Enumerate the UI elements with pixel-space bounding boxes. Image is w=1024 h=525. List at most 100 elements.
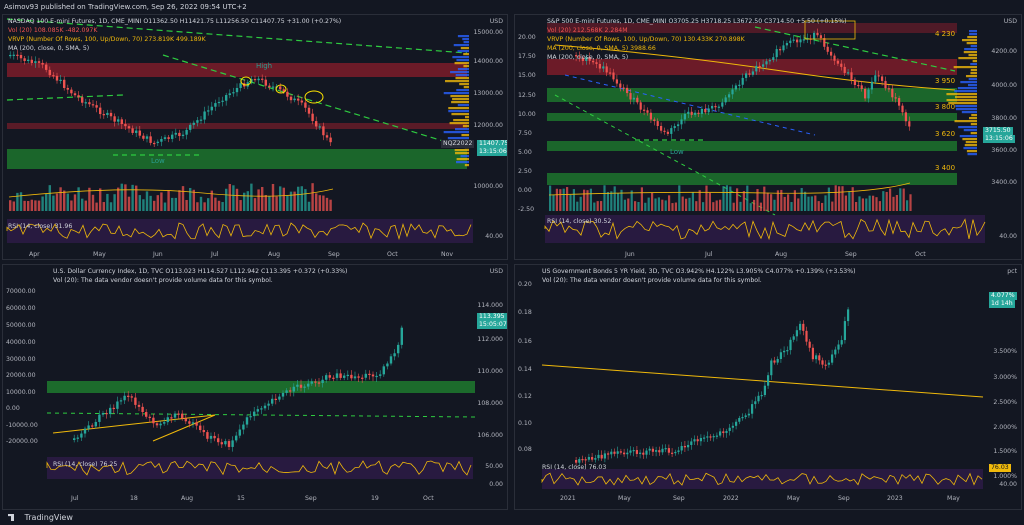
nasdaq-volume-bar — [185, 199, 188, 211]
left-tick: 7.50 — [518, 130, 532, 137]
sp500-volume-bar — [705, 185, 708, 211]
sp500-volume-bar — [637, 201, 640, 211]
nasdaq-volume-bar — [59, 187, 62, 211]
nasdaq-volume-bar — [149, 195, 152, 211]
nasdaq-candle — [286, 91, 289, 97]
sp500-ma2-line: MA (200, close, 0, SMA, 5) — [547, 54, 629, 61]
us05y-candle — [651, 448, 654, 452]
nasdaq-volume-bar — [145, 191, 149, 211]
nasdaq-candle — [120, 119, 123, 125]
nasdaq-candle — [23, 58, 26, 62]
sp500-candle — [670, 128, 673, 134]
sp500-candle — [724, 97, 727, 103]
sp500-volume-profile-bar — [954, 90, 977, 93]
sp500-candle — [711, 105, 714, 109]
time-tick: Aug — [268, 251, 281, 258]
nasdaq-candle — [289, 96, 293, 101]
dxy-candle — [191, 422, 195, 424]
tradingview-footer: TradingView — [0, 510, 1024, 525]
sp500-candle — [728, 94, 731, 98]
dxy-candle — [199, 425, 202, 431]
nasdaq-volume-bar — [171, 197, 174, 211]
nasdaq-price-axis[interactable]: USD 15000.00 14000.00 13000.00 12000.00 … — [467, 15, 507, 259]
nasdaq-volume-profile-bar — [464, 164, 469, 167]
nasdaq-candle — [66, 87, 69, 90]
nasdaq-chart-canvas[interactable] — [3, 15, 508, 260]
chart-panel-sp500[interactable]: S&P 500 E-mini Futures, 1D, CME_MINI O37… — [514, 14, 1022, 260]
us05y-candle — [613, 451, 616, 454]
us05y-chart-canvas[interactable] — [515, 265, 1022, 510]
level-3620: 3 620 — [935, 130, 956, 138]
sp500-volume-bar — [620, 189, 623, 211]
nasdaq-volume-bar — [174, 197, 177, 211]
us05y-candle — [770, 360, 773, 376]
time-tick: 2021 — [560, 495, 576, 502]
sp500-candle — [704, 108, 707, 113]
chart-panel-nasdaq[interactable]: NASDAQ 100 E-mini Futures, 1D, CME_MINI … — [2, 14, 508, 260]
sp500-candle — [755, 65, 758, 72]
dxy-candle — [184, 418, 187, 422]
us05y-price-axis[interactable]: pct 3.500% 3.000% 2.500% 2.000% 1.500% 1… — [981, 265, 1021, 509]
dxy-candle — [249, 416, 252, 418]
us05y-candle — [671, 452, 674, 454]
sp500-volume-bar — [783, 196, 786, 211]
dxy-candle — [314, 381, 317, 383]
nasdaq-candle — [149, 136, 152, 143]
nasdaq-volume-bar — [282, 187, 285, 211]
nasdaq-candle — [199, 119, 203, 121]
sp500-volume-profile-bar — [970, 123, 977, 126]
dxy-candle — [332, 377, 335, 379]
sp500-volume-bar — [766, 192, 769, 211]
sp500-volume-profile-bar — [967, 36, 977, 39]
sp500-volume-profile-bar — [955, 105, 977, 108]
dxy-trendline-2 — [152, 414, 216, 442]
sp500-volume-bar — [698, 190, 701, 211]
nasdaq-ma-line: MA (200, close, 0, SMA, 5) — [8, 45, 90, 52]
nasdaq-volume-bar — [289, 191, 293, 211]
level-3800: 3 800 — [935, 103, 956, 111]
nasdaq-volume-profile-bar — [463, 53, 469, 56]
dxy-candle — [235, 435, 238, 441]
nasdaq-volume-bar — [120, 183, 123, 211]
sp500-volume-bar — [685, 198, 688, 211]
dxy-price-axis[interactable]: USD 114.000 112.000 110.000 108.000 106.… — [467, 265, 507, 509]
nasdaq-volume-profile-bar — [453, 119, 469, 122]
sp500-candle — [768, 60, 771, 62]
sp500-candle — [904, 112, 907, 122]
sp500-volume-bar — [634, 201, 637, 211]
left-tick: -2.50 — [518, 206, 535, 213]
sp500-volume-bar — [807, 196, 810, 211]
nasdaq-candle — [196, 120, 199, 123]
chart-panel-dxy[interactable]: U.S. Dollar Currency Index, 1D, TVC O113… — [2, 264, 508, 510]
sp500-candle — [819, 35, 822, 39]
dxy-candle — [353, 376, 357, 379]
sp500-volume-bar — [589, 188, 592, 211]
sp500-candle — [857, 84, 860, 87]
left-tick: 10.00 — [518, 111, 536, 118]
nasdaq-volume-bar — [228, 183, 231, 211]
sp500-price-axis[interactable]: USD 4200.00 4000.00 3800.00 3600.00 3400… — [981, 15, 1021, 259]
left-tick: 12.50 — [518, 92, 536, 99]
nasdaq-volume-bar — [297, 186, 300, 211]
nasdaq-candle — [307, 107, 311, 114]
sp500-volume-bar — [804, 191, 807, 211]
nasdaq-volume-bar — [37, 200, 41, 211]
rsi-value: 76.25 — [99, 461, 118, 468]
price-tick: 3800.00 — [991, 115, 1017, 122]
sp500-volume-bar — [821, 202, 824, 211]
nasdaq-candle — [253, 79, 257, 81]
nasdaq-candle — [45, 64, 48, 70]
sp500-chart-canvas[interactable] — [515, 15, 1022, 260]
left-tick: -20000.00 — [6, 438, 38, 445]
nasdaq-candle — [167, 137, 170, 139]
sp500-volume-bar — [549, 185, 552, 211]
dxy-chart-canvas[interactable] — [3, 265, 508, 510]
nasdaq-volume-bar — [329, 199, 332, 211]
nasdaq-volume-bar — [304, 189, 307, 211]
sp500-volume-profile-bar — [962, 138, 977, 141]
nasdaq-rsi-band — [7, 219, 473, 243]
nasdaq-symbol-tag: NQZ2022 — [441, 140, 475, 148]
chart-panel-us05y[interactable]: US Government Bonds 5 YR Yield, 3D, TVC … — [514, 264, 1022, 510]
dxy-candle — [173, 413, 177, 418]
sp500-candle — [653, 119, 656, 122]
